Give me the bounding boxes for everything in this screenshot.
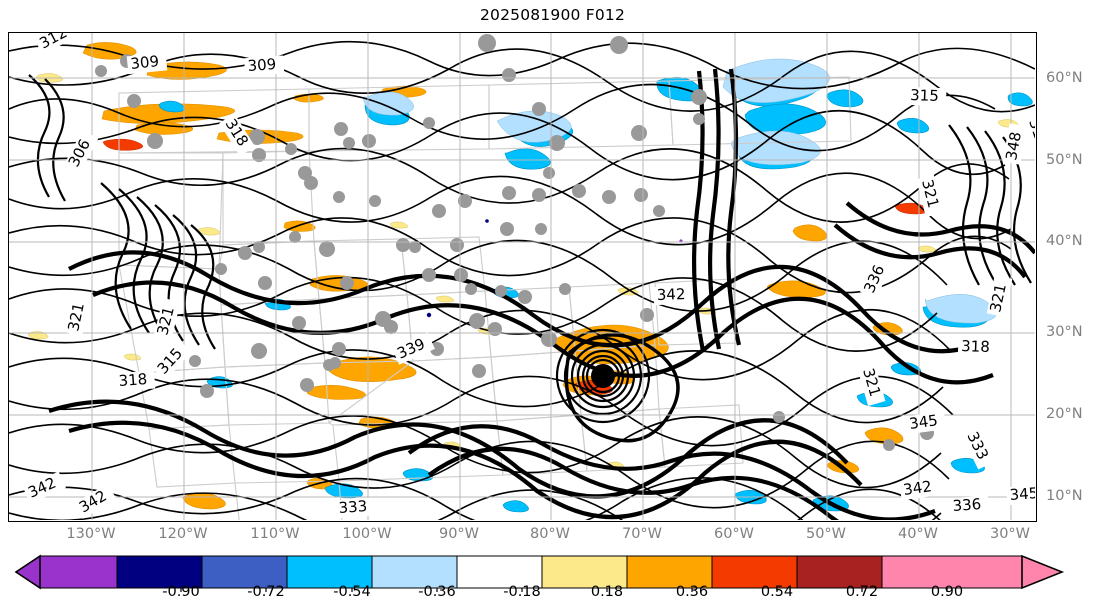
colorbar-right-extend-arrow: [1021, 554, 1065, 590]
colorbar[interactable]: [0, 552, 1105, 612]
contour-label-backdrop: [152, 339, 192, 381]
contour-label: 342: [902, 477, 933, 499]
contour-label-backdrop: [22, 471, 66, 504]
contour-label-backdrop: [653, 285, 694, 306]
colorbar-segment: [626, 555, 713, 589]
contour-label-backdrop: [153, 297, 181, 341]
colorbar-tick-label: -0.54: [333, 584, 371, 600]
contour-label-backdrop: [961, 426, 995, 470]
x-tick-label: 60°W: [713, 526, 755, 542]
contour-label: 318: [118, 370, 148, 390]
colorbar-segment: [711, 555, 798, 589]
contour-label-backdrop: [391, 332, 435, 365]
contour-label-backdrop: [1006, 484, 1035, 506]
y-tick-label: 10°N: [1046, 488, 1083, 504]
colorbar-tick-label: -0.18: [503, 584, 541, 600]
contour-layer: [9, 40, 1035, 520]
contour-label: 336: [952, 495, 982, 515]
contour-label: 321: [986, 282, 1010, 314]
contour-label-backdrop: [73, 483, 117, 519]
chart-title: 2025081900 F012: [479, 6, 626, 24]
contour-label-backdrop: [916, 174, 944, 218]
y-tick-label: 50°N: [1046, 152, 1083, 168]
contour-label: 321: [64, 301, 88, 333]
y-tick-label: 60°N: [1046, 70, 1083, 86]
x-tick-label: 100°W: [342, 526, 392, 542]
contour-label: 315: [910, 86, 939, 105]
colorbar-left-extend-arrow: [14, 554, 41, 590]
contour-label-backdrop: [906, 86, 947, 107]
colorbar-tick-label: -0.36: [418, 584, 456, 600]
contour-label-backdrop: [1002, 123, 1028, 165]
contour-label-backdrop: [64, 130, 99, 173]
colorbar-tick-label: 0.90: [930, 584, 964, 600]
colorbar-segment: [39, 555, 118, 589]
colorbar-segment: [881, 555, 1023, 589]
contour-label-backdrop: [859, 255, 893, 299]
contour-label-backdrop: [64, 294, 91, 336]
contour-label-backdrop: [857, 363, 886, 406]
contour-label-backdrop: [986, 275, 1013, 317]
contour-label: 342: [657, 285, 686, 304]
contour-label: 348: [1002, 130, 1025, 161]
contour-label: 345: [1009, 484, 1035, 504]
contour-label-backdrop: [34, 33, 78, 55]
x-tick-label: 70°W: [621, 526, 663, 542]
x-tick-label: 90°W: [438, 526, 480, 542]
colorbar-tick-label: -0.90: [162, 584, 200, 600]
contour-label: 318: [961, 337, 990, 356]
contour-label: 345: [908, 411, 939, 433]
colorbar-segment: [456, 555, 543, 589]
contour-label-backdrop: [126, 52, 168, 75]
x-tick-label: 40°W: [897, 526, 939, 542]
colorbar-tick-marks: [180, 588, 948, 592]
colorbar-segment: [201, 555, 288, 589]
contour-label-backdrop: [1023, 114, 1035, 157]
colorbar-tick-label: 0.36: [675, 584, 709, 600]
x-tick-label: 110°W: [250, 526, 300, 542]
x-tick-label: 80°W: [529, 526, 571, 542]
contour-label-backdrop: [905, 411, 947, 435]
colorbar-segment: [541, 555, 628, 589]
contour-label: 333: [338, 497, 368, 517]
x-tick-label: 50°W: [805, 526, 847, 542]
contour-label-backdrop: [219, 113, 256, 157]
y-tick-label: 20°N: [1046, 406, 1083, 422]
colorbar-segment: [371, 555, 458, 589]
colorbar-svg: [14, 554, 1065, 592]
y-tick-label: 30°N: [1046, 324, 1083, 340]
contour-label-backdrop: [949, 495, 990, 517]
colorbar-tick-label: 0.18: [590, 584, 624, 600]
colorbar-tick-label: 0.72: [845, 584, 879, 600]
y-tick-label: 40°N: [1046, 233, 1083, 249]
contour-label: 312: [1025, 117, 1035, 150]
map-plot-area[interactable]: 312 309 309 318 306 315 312 321 348 321 318 315 321 3…: [8, 32, 1037, 522]
x-tick-label: 130°W: [66, 526, 116, 542]
graticule-layer: [9, 33, 1035, 520]
contour-label-backdrop: [335, 497, 376, 519]
colorbar-segments: [39, 555, 1023, 589]
contour-label-backdrop: [899, 477, 941, 501]
contour-label: 309: [130, 52, 160, 73]
contour-label-backdrop: [957, 337, 998, 358]
contour-label-backdrop: [115, 370, 156, 392]
colorbar-tick-label: 0.54: [760, 584, 794, 600]
x-tick-label: 120°W: [158, 526, 208, 542]
contour-label-backdrop: [244, 55, 285, 77]
state-borders-layer: [118, 76, 852, 520]
x-tick-label: 30°W: [989, 526, 1031, 542]
colorbar-segment: [286, 555, 373, 589]
contour-label: 309: [247, 55, 277, 75]
colorbar-tick-label: -0.72: [247, 584, 285, 600]
